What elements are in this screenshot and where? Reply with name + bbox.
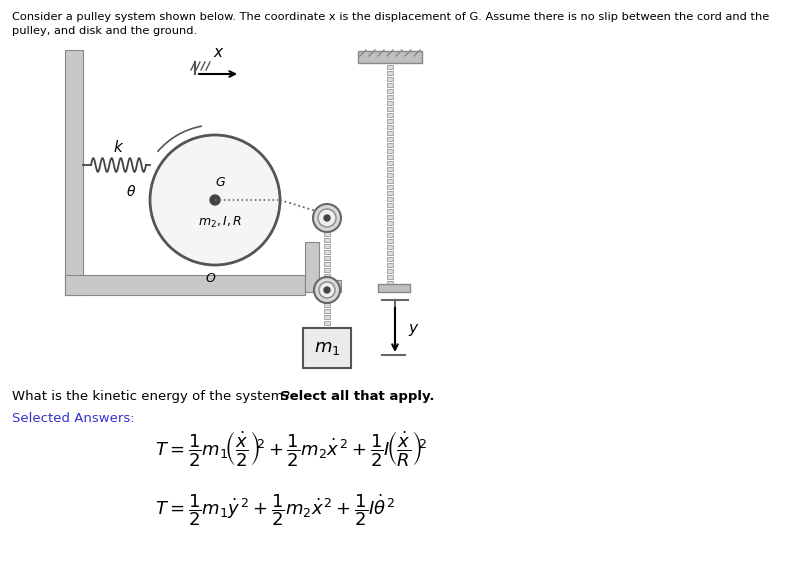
Polygon shape <box>387 269 393 273</box>
Polygon shape <box>387 281 393 285</box>
Bar <box>358 51 422 63</box>
Polygon shape <box>387 125 393 129</box>
Text: Consider a pulley system shown below. The coordinate x is the displacement of G.: Consider a pulley system shown below. Th… <box>12 12 769 22</box>
Text: What is the kinetic energy of the system?: What is the kinetic energy of the system… <box>12 390 295 403</box>
Text: y: y <box>408 321 417 335</box>
Circle shape <box>318 209 336 227</box>
Polygon shape <box>324 315 330 319</box>
Polygon shape <box>324 256 330 260</box>
Polygon shape <box>387 71 393 75</box>
Polygon shape <box>387 143 393 147</box>
Polygon shape <box>324 268 330 272</box>
Circle shape <box>313 204 341 232</box>
Text: k: k <box>114 141 122 156</box>
Polygon shape <box>387 191 393 195</box>
Bar <box>378 284 410 292</box>
Polygon shape <box>387 203 393 207</box>
Text: Selected Answers:: Selected Answers: <box>12 412 135 425</box>
Polygon shape <box>324 238 330 242</box>
Polygon shape <box>387 131 393 135</box>
Polygon shape <box>324 309 330 313</box>
Polygon shape <box>324 232 330 236</box>
Polygon shape <box>387 233 393 237</box>
Text: $m_2, I, R$: $m_2, I, R$ <box>198 215 242 230</box>
Polygon shape <box>324 303 330 307</box>
Circle shape <box>314 277 340 303</box>
Text: O: O <box>205 272 215 286</box>
Text: $m_1$: $m_1$ <box>314 339 340 357</box>
Polygon shape <box>387 275 393 279</box>
Polygon shape <box>387 89 393 93</box>
Polygon shape <box>387 263 393 267</box>
Circle shape <box>319 282 335 298</box>
Polygon shape <box>387 161 393 165</box>
Text: pulley, and disk and the ground.: pulley, and disk and the ground. <box>12 26 197 36</box>
Text: Select all that apply.: Select all that apply. <box>280 390 434 403</box>
Bar <box>305 280 341 292</box>
Polygon shape <box>324 274 330 278</box>
Text: x: x <box>214 45 222 60</box>
Bar <box>65 50 83 295</box>
Polygon shape <box>387 215 393 219</box>
Polygon shape <box>387 77 393 81</box>
Polygon shape <box>387 167 393 171</box>
Polygon shape <box>387 251 393 255</box>
Bar <box>305 242 319 292</box>
Circle shape <box>210 195 220 205</box>
Circle shape <box>150 135 280 265</box>
Circle shape <box>324 215 330 221</box>
Polygon shape <box>324 244 330 248</box>
Polygon shape <box>387 173 393 177</box>
Polygon shape <box>387 245 393 249</box>
Polygon shape <box>387 65 393 69</box>
Polygon shape <box>387 95 393 99</box>
Polygon shape <box>387 221 393 225</box>
Polygon shape <box>387 83 393 87</box>
Polygon shape <box>324 321 330 325</box>
Polygon shape <box>387 119 393 123</box>
Polygon shape <box>387 137 393 141</box>
Polygon shape <box>387 257 393 261</box>
Polygon shape <box>387 185 393 189</box>
Polygon shape <box>387 149 393 153</box>
Text: $T = \dfrac{1}{2}m_1\dot{y}^{\,2} + \dfrac{1}{2}m_2\dot{x}^{\,2} + \dfrac{1}{2}I: $T = \dfrac{1}{2}m_1\dot{y}^{\,2} + \dfr… <box>155 492 395 528</box>
Polygon shape <box>387 209 393 213</box>
Circle shape <box>324 287 330 293</box>
Polygon shape <box>387 107 393 111</box>
Polygon shape <box>324 327 330 331</box>
Polygon shape <box>387 197 393 201</box>
Text: G: G <box>215 175 225 188</box>
Polygon shape <box>387 155 393 159</box>
Polygon shape <box>324 250 330 254</box>
Polygon shape <box>387 179 393 183</box>
Polygon shape <box>324 262 330 266</box>
Polygon shape <box>387 113 393 117</box>
Polygon shape <box>387 239 393 243</box>
Bar <box>303 328 351 368</box>
Text: $\theta$: $\theta$ <box>125 184 136 199</box>
Bar <box>65 275 305 295</box>
Polygon shape <box>387 227 393 231</box>
Text: $T = \dfrac{1}{2}m_1\!\left(\dfrac{\dot{x}}{2}\right)^{\!\!2} + \dfrac{1}{2}m_2\: $T = \dfrac{1}{2}m_1\!\left(\dfrac{\dot{… <box>155 429 427 468</box>
Polygon shape <box>387 101 393 105</box>
